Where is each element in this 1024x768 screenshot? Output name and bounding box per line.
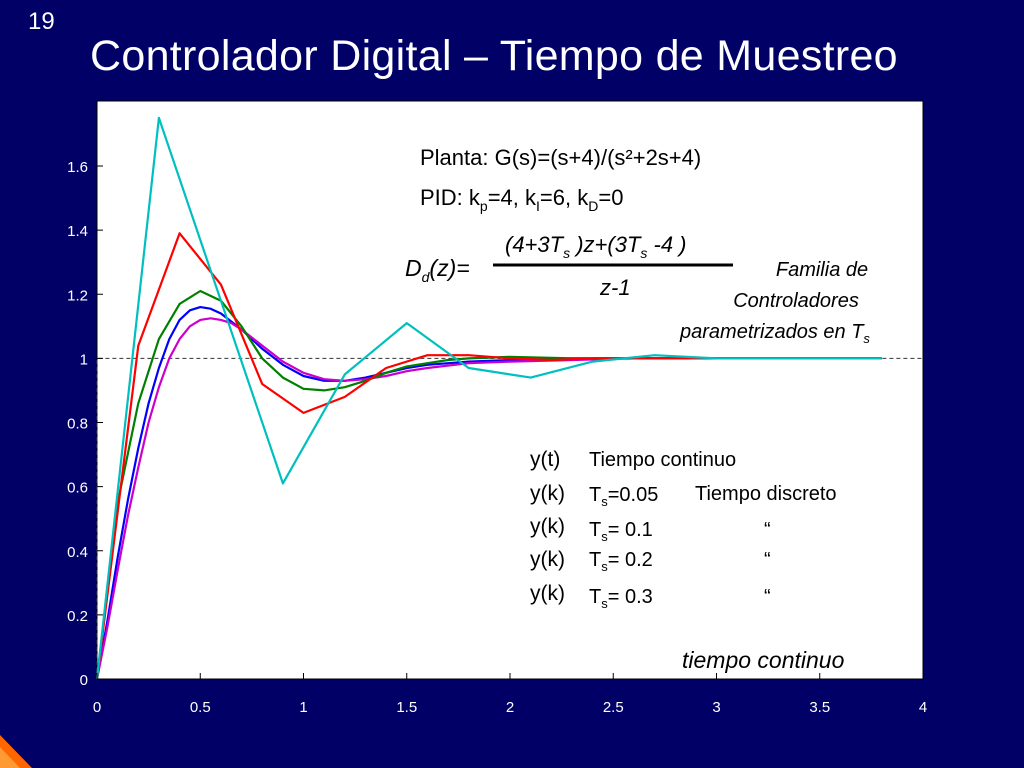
legend-note: Tiempo discreto — [695, 483, 837, 505]
legend-desc: Ts= 0.2 — [589, 549, 653, 574]
y-tick-label: 1.6 — [67, 159, 88, 176]
y-tick-label: 1 — [80, 351, 88, 368]
legend-item-ts005: y(k) Ts=0.05 Tiempo discreto — [530, 482, 837, 509]
legend-label: y(k) — [530, 515, 565, 538]
plant-label: Planta: G(s)=(s+4)/(s²+2s+4) — [420, 145, 701, 170]
legend-label: y(k) — [530, 582, 565, 605]
y-tick-label: 0.4 — [67, 544, 88, 561]
legend-desc: Ts=0.05 — [589, 484, 658, 509]
formula-numerator: (4+3Ts )z+(3Ts -4 ) — [505, 232, 687, 261]
legend-desc: Ts= 0.1 — [589, 519, 653, 544]
legend-item-ts01: y(k) Ts= 0.1 “ — [530, 515, 771, 544]
legend-item-ts03: y(k) Ts= 0.3 “ — [530, 582, 771, 611]
plot-area — [96, 100, 924, 680]
series-line-4 — [95, 116, 882, 680]
x-tick-label: 4 — [919, 699, 927, 716]
y-tick-label: 1.2 — [67, 287, 88, 304]
legend-note: “ — [764, 519, 771, 541]
legend-item-continuous: y(t) Tiempo continuo — [530, 448, 736, 471]
slide-title: Controlador Digital – Tiempo de Muestreo — [90, 32, 898, 80]
corner-decoration — [0, 735, 32, 768]
familia-line2: Controladores — [733, 290, 859, 312]
legend-note: “ — [764, 549, 771, 571]
legend-desc: Ts= 0.3 — [589, 586, 653, 611]
familia-line1: Familia de — [776, 259, 868, 281]
x-tick-label: 2 — [506, 699, 514, 716]
y-tick-label: 0.6 — [67, 480, 88, 497]
legend-note: “ — [764, 586, 771, 608]
y-tick-label: 0 — [80, 672, 88, 689]
formula-lhs: Dd(z)= — [405, 255, 470, 285]
y-tick-label: 1.4 — [67, 223, 88, 240]
formula-denominator: z-1 — [599, 275, 631, 300]
y-tick-label: 0.2 — [67, 608, 88, 625]
x-tick-label: 1 — [299, 699, 307, 716]
x-tick-label: 3 — [712, 699, 720, 716]
x-tick-label: 0 — [93, 699, 101, 716]
legend-desc: Tiempo continuo — [589, 449, 736, 471]
legend-label: y(k) — [530, 548, 565, 571]
legend-item-ts02: y(k) Ts= 0.2 “ — [530, 548, 771, 574]
familia-note: Familia de Controladores parametrizados … — [679, 259, 870, 346]
legend-label: y(t) — [530, 448, 560, 471]
x-tick-label: 3.5 — [809, 699, 830, 716]
pid-label: PID: kp=4, kI=6, kD=0 — [420, 185, 623, 214]
familia-line3: parametrizados en Ts — [679, 321, 870, 346]
series-line-1 — [95, 317, 882, 680]
transfer-function-formula: Dd(z)= (4+3Ts )z+(3Ts -4 ) z-1 — [405, 232, 733, 300]
tiempo-continuo-label: tiempo continuo — [682, 647, 845, 673]
x-tick-label: 0.5 — [190, 699, 211, 716]
x-tick-label: 1.5 — [396, 699, 417, 716]
x-tick-label: 2.5 — [603, 699, 624, 716]
legend-label: y(k) — [530, 482, 565, 505]
legend: y(t) Tiempo continuo y(k) Ts=0.05 Tiempo… — [530, 448, 837, 611]
slide-number: 19 — [28, 8, 55, 35]
y-tick-label: 0.8 — [67, 416, 88, 433]
